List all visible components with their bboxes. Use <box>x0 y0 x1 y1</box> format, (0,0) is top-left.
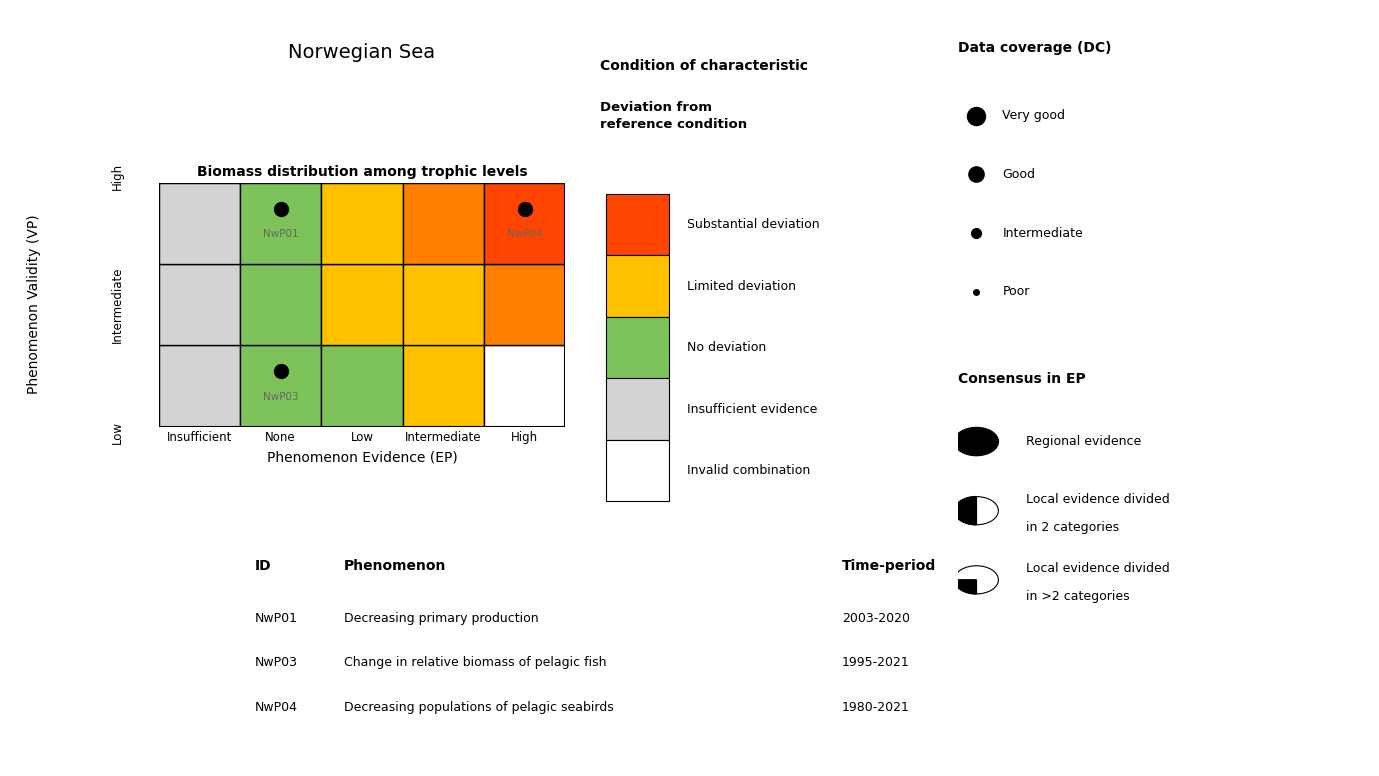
Text: Decreasing primary production: Decreasing primary production <box>343 611 539 625</box>
Text: NwP03: NwP03 <box>263 392 298 402</box>
Bar <box>605 194 669 255</box>
Text: Substantial deviation: Substantial deviation <box>687 218 819 231</box>
Bar <box>403 345 484 427</box>
Text: 1980-2021: 1980-2021 <box>843 701 910 714</box>
Text: Time-period: Time-period <box>843 559 936 573</box>
Text: Intermediate: Intermediate <box>1003 227 1083 240</box>
Bar <box>159 264 240 345</box>
Wedge shape <box>954 497 976 525</box>
Bar <box>321 345 403 427</box>
Circle shape <box>954 497 998 525</box>
Text: NwP03: NwP03 <box>255 656 298 669</box>
Bar <box>321 182 403 264</box>
Bar <box>605 379 669 440</box>
Text: 2003-2020: 2003-2020 <box>843 611 910 625</box>
Bar <box>605 317 669 379</box>
Text: Phenomenon Validity (VP): Phenomenon Validity (VP) <box>28 215 41 394</box>
Bar <box>484 345 565 427</box>
Text: No deviation: No deviation <box>687 341 765 354</box>
Text: 1995-2021: 1995-2021 <box>843 656 910 669</box>
Text: in >2 categories: in >2 categories <box>1026 590 1129 603</box>
Circle shape <box>954 428 998 456</box>
X-axis label: Phenomenon Evidence (EP): Phenomenon Evidence (EP) <box>266 451 458 465</box>
Text: Deviation from
reference condition: Deviation from reference condition <box>600 101 747 131</box>
Text: ID: ID <box>255 559 272 573</box>
Text: in 2 categories: in 2 categories <box>1026 521 1120 534</box>
Text: Consensus in EP: Consensus in EP <box>958 372 1087 386</box>
Text: Condition of characteristic: Condition of characteristic <box>600 59 808 73</box>
Text: Phenomenon: Phenomenon <box>343 559 447 573</box>
Text: Low: Low <box>110 421 124 444</box>
Text: NwP01: NwP01 <box>263 229 298 239</box>
Bar <box>240 182 321 264</box>
Text: Decreasing populations of pelagic seabirds: Decreasing populations of pelagic seabir… <box>343 701 614 714</box>
Bar <box>605 440 669 501</box>
Text: High: High <box>110 163 124 190</box>
Text: Limited deviation: Limited deviation <box>687 279 796 293</box>
Text: Local evidence divided: Local evidence divided <box>1026 493 1171 506</box>
Bar <box>403 264 484 345</box>
Bar <box>240 345 321 427</box>
Bar <box>159 182 240 264</box>
Bar <box>240 264 321 345</box>
Text: Intermediate: Intermediate <box>110 266 124 343</box>
Bar <box>484 182 565 264</box>
Text: Poor: Poor <box>1003 286 1030 298</box>
Text: Invalid combination: Invalid combination <box>687 464 809 477</box>
Wedge shape <box>954 580 976 594</box>
Title: Biomass distribution among trophic levels: Biomass distribution among trophic level… <box>197 165 527 178</box>
Text: Very good: Very good <box>1003 109 1066 123</box>
Text: Local evidence divided: Local evidence divided <box>1026 562 1171 575</box>
Circle shape <box>954 566 998 594</box>
Bar <box>321 264 403 345</box>
Text: NwP04: NwP04 <box>507 229 542 239</box>
Bar <box>159 345 240 427</box>
Text: NwP01: NwP01 <box>255 611 298 625</box>
Bar <box>484 264 565 345</box>
Text: Change in relative biomass of pelagic fish: Change in relative biomass of pelagic fi… <box>343 656 607 669</box>
Text: Insufficient evidence: Insufficient evidence <box>687 403 818 416</box>
Bar <box>403 182 484 264</box>
Text: Regional evidence: Regional evidence <box>1026 435 1142 448</box>
Text: Norwegian Sea: Norwegian Sea <box>288 43 436 61</box>
Text: NwP04: NwP04 <box>255 701 298 714</box>
Text: Good: Good <box>1003 168 1036 181</box>
Text: Data coverage (DC): Data coverage (DC) <box>958 41 1111 55</box>
Bar <box>605 255 669 317</box>
